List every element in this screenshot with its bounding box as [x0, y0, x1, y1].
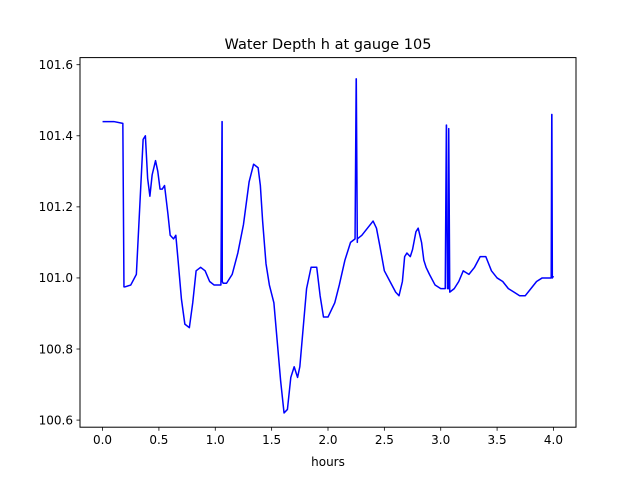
x-tick-label: 4.0 — [544, 433, 563, 447]
series-line-0 — [102, 78, 555, 414]
y-axis: 100.6 100.8 101.0 101.2 101.4 101.6 — [39, 58, 80, 427]
x-tick-label: 1.5 — [262, 433, 281, 447]
x-tick-label: 2.5 — [375, 433, 394, 447]
y-tick-label: 100.6 — [39, 413, 73, 427]
x-axis-label: hours — [311, 455, 345, 469]
x-tick-label: 0.0 — [93, 433, 112, 447]
plot-frame — [79, 57, 577, 428]
y-tick-label: 101.2 — [39, 200, 73, 214]
plot-line-group — [102, 78, 555, 414]
y-tick-label: 100.8 — [39, 342, 73, 356]
x-tick-label: 2.0 — [318, 433, 337, 447]
x-axis: 0.0 0.5 1.0 1.5 2.0 2.5 3.0 3.5 4.0 — [93, 427, 563, 447]
x-tick-label: 1.0 — [206, 433, 225, 447]
chart-title: Water Depth h at gauge 105 — [225, 37, 432, 53]
y-tick-label: 101.6 — [39, 58, 73, 72]
x-tick-label: 0.5 — [149, 433, 168, 447]
y-tick-label: 101.0 — [39, 271, 73, 285]
x-tick-label: 3.0 — [431, 433, 450, 447]
y-tick-label: 101.4 — [39, 129, 73, 143]
x-tick-label: 3.5 — [488, 433, 507, 447]
